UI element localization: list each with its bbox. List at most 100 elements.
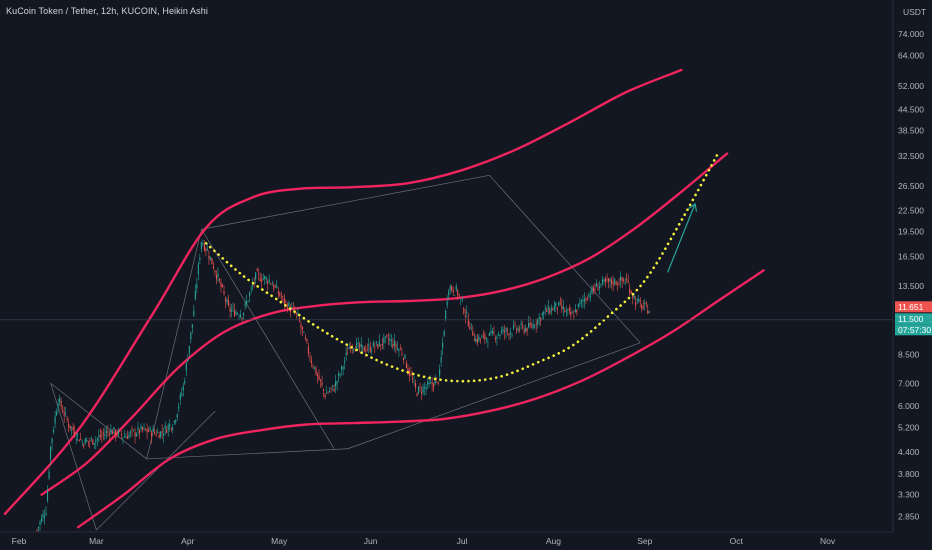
candle bbox=[206, 243, 208, 252]
candle bbox=[226, 297, 228, 305]
candle bbox=[307, 342, 309, 357]
candle bbox=[154, 428, 156, 435]
candle bbox=[514, 320, 516, 328]
candle bbox=[249, 291, 251, 303]
candle bbox=[550, 304, 552, 316]
candle bbox=[534, 324, 536, 329]
candle bbox=[576, 309, 578, 316]
candle bbox=[163, 427, 165, 443]
candle bbox=[276, 279, 278, 289]
time-tick-label: Nov bbox=[820, 536, 836, 546]
candle bbox=[594, 283, 596, 294]
candle bbox=[315, 365, 317, 376]
candle bbox=[310, 355, 313, 368]
candle bbox=[333, 384, 335, 393]
candle bbox=[375, 340, 377, 347]
candle bbox=[173, 420, 175, 425]
candle bbox=[332, 385, 334, 391]
candle bbox=[99, 427, 101, 441]
candle bbox=[125, 433, 127, 438]
candle bbox=[329, 387, 331, 393]
candle bbox=[344, 356, 346, 370]
candle bbox=[532, 319, 534, 331]
candle bbox=[609, 277, 611, 288]
candle bbox=[36, 528, 38, 532]
candle bbox=[451, 284, 453, 293]
candle bbox=[69, 425, 71, 432]
candle bbox=[339, 372, 341, 379]
candle bbox=[48, 468, 50, 481]
candle bbox=[212, 261, 214, 270]
candle bbox=[368, 337, 370, 354]
candle bbox=[491, 327, 493, 336]
candle bbox=[264, 275, 266, 285]
candle bbox=[187, 354, 189, 363]
candle bbox=[366, 343, 368, 352]
candle bbox=[292, 301, 294, 312]
candle bbox=[84, 437, 86, 445]
candle bbox=[623, 277, 625, 284]
candle bbox=[592, 284, 595, 295]
candle bbox=[199, 253, 201, 265]
candle bbox=[256, 267, 258, 272]
candle bbox=[614, 277, 616, 286]
candle bbox=[505, 326, 507, 339]
candle bbox=[509, 327, 512, 340]
candle bbox=[553, 300, 555, 313]
price-tick-label: 19.500 bbox=[898, 227, 924, 237]
price-tick-label: 32.500 bbox=[898, 151, 924, 161]
candle bbox=[414, 379, 417, 392]
candle bbox=[384, 336, 386, 344]
candle bbox=[611, 276, 613, 290]
candle bbox=[240, 309, 242, 319]
candle bbox=[475, 335, 477, 344]
time-tick-label: May bbox=[271, 536, 288, 546]
arrow-head bbox=[688, 202, 698, 212]
candle bbox=[312, 363, 314, 370]
candle bbox=[629, 283, 631, 296]
candle bbox=[105, 425, 107, 440]
candle bbox=[522, 321, 524, 330]
candle bbox=[374, 342, 376, 354]
candle bbox=[392, 338, 394, 350]
time-tick-label: Apr bbox=[181, 536, 194, 546]
candle bbox=[425, 384, 427, 395]
candle bbox=[642, 300, 644, 310]
price-axis[interactable]: 74.000 64.000 52.000 44.500 38.500 32.500 26.5… bbox=[892, 0, 932, 550]
candle bbox=[564, 307, 566, 313]
candle bbox=[455, 283, 457, 292]
candle bbox=[157, 428, 159, 434]
candle bbox=[286, 302, 288, 313]
candle bbox=[541, 312, 543, 320]
candle bbox=[500, 326, 503, 335]
candle bbox=[531, 322, 533, 330]
candle bbox=[511, 332, 513, 338]
candle bbox=[416, 392, 418, 397]
trend-line bbox=[201, 174, 490, 230]
price-tick-label: 7.000 bbox=[898, 378, 920, 388]
candle bbox=[589, 289, 592, 302]
price-tick-label: 6.000 bbox=[898, 401, 920, 411]
candle bbox=[252, 278, 254, 291]
candle bbox=[268, 274, 270, 285]
candle bbox=[45, 506, 47, 517]
price-tick-label: 22.500 bbox=[898, 205, 924, 215]
candle bbox=[77, 432, 79, 442]
candle bbox=[102, 428, 104, 441]
countdown-badge-bg bbox=[895, 324, 932, 336]
price-tick-label: 16.500 bbox=[898, 251, 924, 261]
price-tick-label: 26.500 bbox=[898, 181, 924, 191]
candle bbox=[430, 375, 432, 385]
trend-line bbox=[201, 229, 335, 449]
candle bbox=[167, 423, 169, 437]
candle bbox=[377, 343, 379, 349]
price-tick-label: 4.400 bbox=[898, 447, 920, 457]
current-price-badge-bg bbox=[895, 313, 932, 325]
currency-label: USDT bbox=[903, 7, 926, 17]
candle bbox=[42, 510, 44, 522]
price-tick-label: 74.000 bbox=[898, 29, 924, 39]
candle bbox=[114, 428, 116, 442]
candle bbox=[546, 307, 548, 313]
time-axis[interactable]: Feb Mar Apr May Jun Jul Aug Sep Oct Nov bbox=[0, 531, 893, 546]
